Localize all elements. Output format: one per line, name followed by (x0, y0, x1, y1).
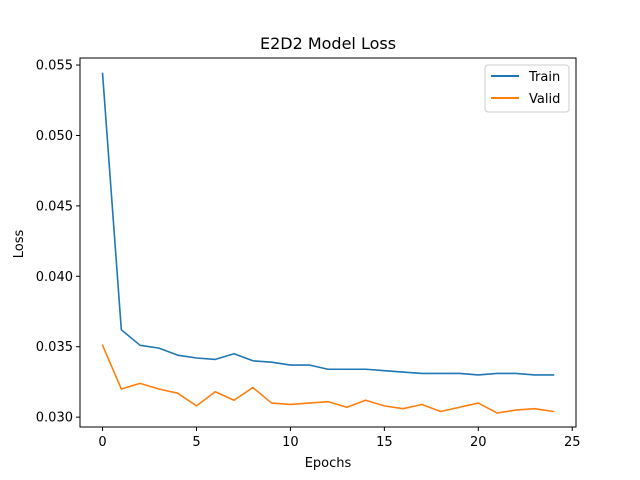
series-line-valid (101, 344, 555, 414)
plot-area-frame (79, 57, 577, 428)
x-tick-label: 25 (564, 435, 581, 450)
x-tick-label: 0 (98, 435, 106, 450)
y-tick-label: 0.050 (36, 129, 73, 144)
x-tick-label: 20 (470, 435, 487, 450)
y-tick-label: 0.035 (36, 340, 73, 355)
x-tick-label: 5 (192, 435, 200, 450)
series-line-train (101, 72, 555, 376)
y-tick-label: 0.040 (36, 270, 73, 285)
y-axis-label: Loss (12, 230, 27, 259)
y-tick-label: 0.055 (36, 59, 73, 74)
legend-label-train: Train (528, 70, 560, 85)
x-tick-label: 10 (282, 435, 299, 450)
series-lines (101, 72, 555, 414)
chart-title: E2D2 Model Loss (260, 34, 396, 53)
y-tick-label: 0.045 (36, 199, 73, 214)
y-tick-label: 0.030 (36, 411, 73, 426)
legend-label-valid: Valid (529, 92, 560, 107)
legend: Train Valid (484, 64, 570, 113)
y-axis: 0.030 0.035 0.040 0.045 0.050 0.055 (36, 59, 80, 426)
x-tick-label: 15 (376, 435, 393, 450)
x-axis: 0 5 10 15 20 25 (98, 427, 581, 450)
x-axis-label: Epochs (305, 456, 352, 471)
